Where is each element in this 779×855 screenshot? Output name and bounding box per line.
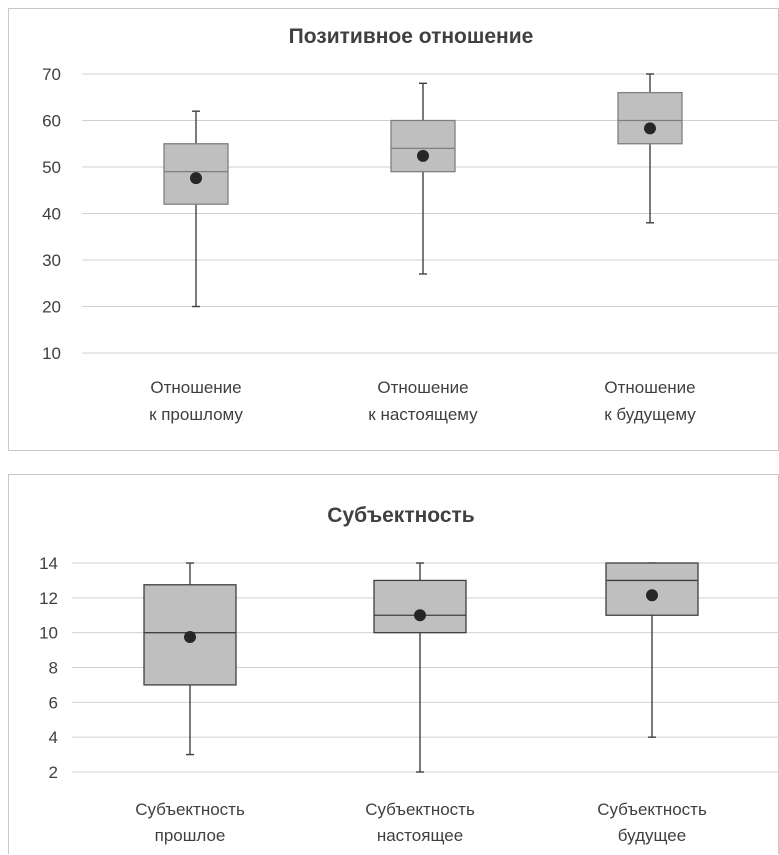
x-category-label: Отношение <box>377 378 468 397</box>
y-tick-label: 6 <box>49 693 58 712</box>
x-category-label: прошлое <box>155 826 226 845</box>
mean-marker <box>184 631 196 644</box>
y-tick-label: 40 <box>42 205 61 224</box>
mean-marker <box>644 122 656 135</box>
x-category-label: к настоящему <box>368 405 478 424</box>
x-category-label: будущее <box>618 826 686 845</box>
x-category-label: к будущему <box>604 405 696 424</box>
y-tick-label: 2 <box>49 763 58 782</box>
x-category-label: к прошлому <box>149 405 243 424</box>
x-category-label: настоящее <box>377 826 463 845</box>
box <box>390 119 456 173</box>
chart-svg-positive-attitude: Позитивное отношение 10 20 30 40 50 60 70 Отно… <box>42 25 779 424</box>
chart-svg-subjectivity: Субъектность 2 4 6 8 10 12 14 Субъектность прош… <box>39 504 779 845</box>
y-tick-label: 30 <box>42 251 61 270</box>
box <box>605 562 699 616</box>
y-tick-label: 12 <box>39 589 58 608</box>
x-category-label: Субъектность <box>365 800 475 819</box>
x-category-label: Отношение <box>604 378 695 397</box>
y-tick-label: 70 <box>42 65 61 84</box>
x-category-label: Субъектность <box>135 800 245 819</box>
x-category-label: Субъектность <box>597 800 707 819</box>
mean-marker <box>417 149 429 162</box>
box <box>617 91 683 145</box>
y-tick-label: 10 <box>42 344 61 363</box>
chart-panel-subjectivity: Субъектность 2 4 6 8 10 12 14 Субъектность прош… <box>8 474 779 854</box>
y-tick-label: 20 <box>42 298 61 317</box>
mean-marker <box>646 589 658 602</box>
y-tick-label: 50 <box>42 158 61 177</box>
chart-panel-positive-attitude: Позитивное отношение 10 20 30 40 50 60 70 Отно… <box>8 8 779 451</box>
y-tick-label: 10 <box>39 624 58 643</box>
x-category-label: Отношение <box>150 378 241 397</box>
chart-title: Субъектность <box>327 504 475 527</box>
y-tick-label: 8 <box>49 659 58 678</box>
y-tick-label: 14 <box>39 554 58 573</box>
mean-marker <box>414 609 426 622</box>
mean-marker <box>190 172 202 185</box>
y-tick-label: 60 <box>42 112 61 131</box>
box <box>373 579 467 634</box>
y-tick-label: 4 <box>49 728 58 747</box>
chart-title: Позитивное отношение <box>289 25 534 48</box>
